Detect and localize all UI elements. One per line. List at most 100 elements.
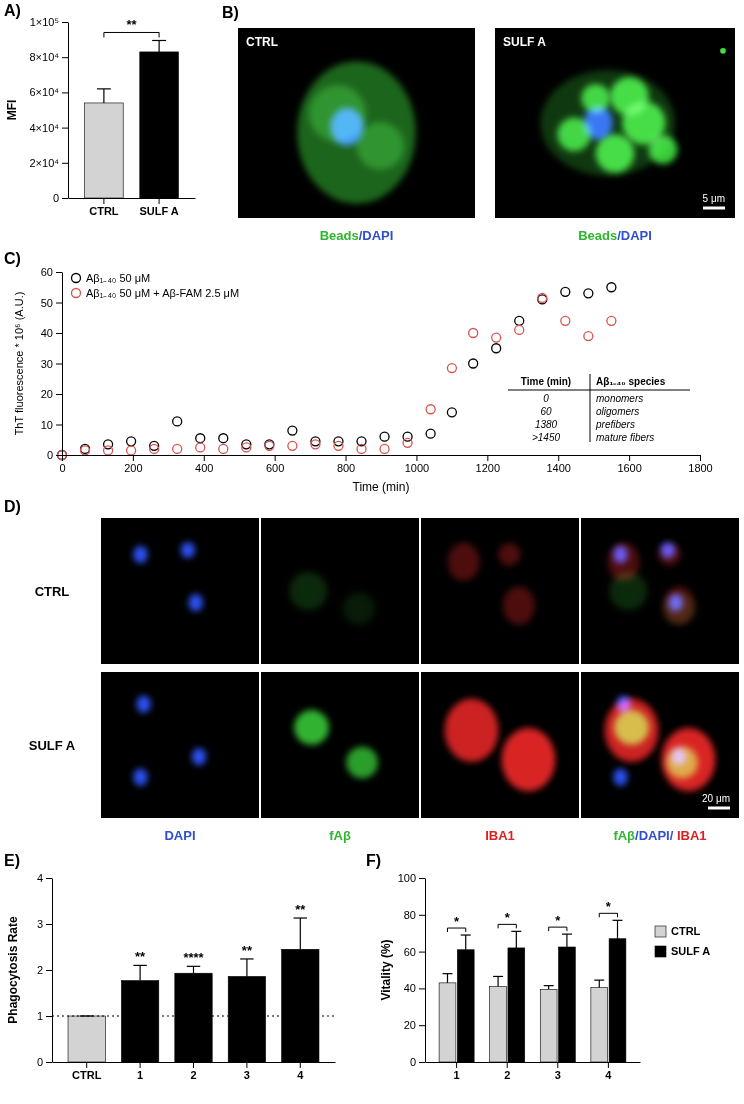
point xyxy=(584,289,593,298)
point xyxy=(219,434,228,443)
tick-mark xyxy=(103,198,104,204)
tick: 4 xyxy=(605,1062,612,1081)
tick-mark xyxy=(193,1062,194,1068)
point xyxy=(173,417,182,426)
micrograph xyxy=(421,518,579,664)
error-bar xyxy=(594,980,604,987)
axis-title: ThT fluorescence * 10⁶ (A.U.) xyxy=(13,292,25,436)
tick: 2×10⁴ xyxy=(29,157,68,169)
tick-mark xyxy=(300,1062,301,1068)
scale-label: 20 μm xyxy=(702,793,730,804)
tick-mark xyxy=(56,455,62,456)
legend-item: Aβ₁₋₄₀ 50 μM + Aβ-FAM 2.5 μM xyxy=(72,287,240,299)
bar xyxy=(282,949,319,1062)
tick-mark xyxy=(419,915,425,916)
bar xyxy=(85,103,124,198)
point xyxy=(469,329,478,338)
tick-label: 400 xyxy=(195,462,213,474)
stain xyxy=(502,728,556,791)
point xyxy=(492,344,501,353)
tick: 400 xyxy=(195,455,213,474)
tick: 0 xyxy=(47,449,62,461)
legend-item: SULF A xyxy=(655,945,710,957)
caption-part: /DAPI xyxy=(359,228,394,243)
bar xyxy=(140,52,179,198)
tick: 0 xyxy=(410,1056,425,1068)
x-axis: CTRLSULF A xyxy=(69,198,196,217)
tick: 1 xyxy=(454,1062,460,1081)
image-background xyxy=(261,672,419,818)
tick-mark xyxy=(62,128,68,129)
tick: 3 xyxy=(37,918,52,930)
axis-line xyxy=(62,273,63,456)
caption-part: Beads xyxy=(578,228,617,243)
image-label: CTRL xyxy=(246,35,278,49)
tick-mark xyxy=(62,455,63,461)
significance: * xyxy=(555,913,561,928)
tick-label: 1200 xyxy=(476,462,500,474)
bar xyxy=(508,948,525,1062)
tick-label: 30 xyxy=(41,358,53,370)
tick: 8×10⁴ xyxy=(29,51,68,63)
tick: 600 xyxy=(266,455,284,474)
plot-area xyxy=(58,283,616,460)
tick-label: 2 xyxy=(37,964,43,976)
tick-label: 4 xyxy=(37,872,43,884)
y-axis: 0102030405060 xyxy=(41,266,63,461)
tick-label: 3 xyxy=(244,1069,250,1081)
tick-mark xyxy=(456,1062,457,1068)
stain xyxy=(137,695,151,712)
legend-label: Aβ₁₋₄₀ 50 μM + Aβ-FAM 2.5 μM xyxy=(86,287,239,299)
tick-mark xyxy=(62,163,68,164)
chart: 02×10⁴4×10⁴6×10⁴8×10⁴1×10⁵CTRLSULF A** xyxy=(29,16,195,217)
point xyxy=(311,440,320,449)
tick: 40 xyxy=(404,982,425,994)
tick-mark xyxy=(557,1062,558,1068)
tick-label: 1 xyxy=(454,1069,460,1081)
point xyxy=(357,444,366,453)
tick: 60 xyxy=(404,946,425,958)
tick-label: 20 xyxy=(404,1019,416,1031)
significance: ** xyxy=(135,949,146,964)
caption-part: fAβ xyxy=(613,828,635,843)
tick-label: CTRL xyxy=(89,205,119,217)
stain xyxy=(133,546,147,563)
tick-mark xyxy=(56,303,62,304)
tick: 4 xyxy=(37,872,52,884)
point xyxy=(127,446,136,455)
legend: CTRL SULF A xyxy=(655,925,710,957)
row-label: CTRL xyxy=(35,584,70,599)
point xyxy=(150,444,159,453)
plot-area xyxy=(52,918,335,1062)
tick-label: CTRL xyxy=(72,1069,102,1081)
tick: 20 xyxy=(404,1019,425,1031)
error-bar xyxy=(187,966,200,973)
axis-title: Time (min) xyxy=(353,480,410,494)
tick-label: 50 xyxy=(41,297,53,309)
tick: 1 xyxy=(37,1010,52,1022)
axis-title: Vitality (%) xyxy=(379,939,393,1000)
tick: 1000 xyxy=(405,455,429,474)
chart: 01234CTRL1234********** xyxy=(37,872,336,1081)
point xyxy=(127,437,136,446)
legend-item: CTRL xyxy=(655,925,701,937)
stain xyxy=(503,587,535,625)
caption-part: Beads xyxy=(320,228,359,243)
figure: B)CTRLBeads/DAPISULF ABeads/DAPI5 μmD)CT… xyxy=(0,0,744,1104)
tick-label: 0 xyxy=(53,192,59,204)
tick-mark xyxy=(62,92,68,93)
legend-label: CTRL xyxy=(671,925,701,937)
tick-mark xyxy=(56,333,62,334)
error-bar xyxy=(511,931,521,948)
tick-label: 600 xyxy=(266,462,284,474)
point xyxy=(607,316,616,325)
tick-label: 200 xyxy=(124,462,142,474)
table-header: Aβ₁₋₄₀ species xyxy=(596,376,666,387)
tick: CTRL xyxy=(72,1062,102,1081)
panel-label: D) xyxy=(4,498,21,515)
significance: ** xyxy=(242,943,253,958)
tick-label: 3 xyxy=(555,1069,561,1081)
image-background xyxy=(261,518,419,664)
point xyxy=(561,287,570,296)
table-cell: 60 xyxy=(540,406,552,417)
